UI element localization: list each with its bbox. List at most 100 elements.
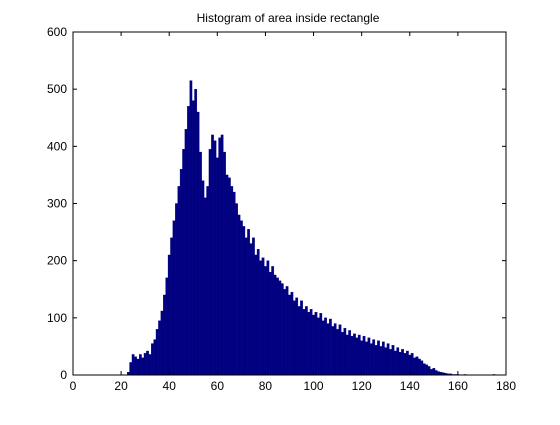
histogram-bar	[345, 334, 349, 376]
histogram-bar	[206, 186, 210, 376]
histogram-bar	[300, 300, 303, 376]
x-tick-label: 160	[448, 379, 468, 393]
histogram-bar	[304, 306, 308, 376]
histogram-bar	[170, 237, 173, 376]
histogram-bar	[235, 203, 238, 376]
histogram-bar	[266, 260, 270, 376]
histogram-bar	[163, 294, 166, 376]
histogram-bar	[199, 151, 202, 376]
x-tick-label: 60	[211, 379, 225, 393]
y-tick-label: 600	[47, 25, 67, 39]
histogram-bar	[326, 323, 330, 376]
histogram-bar	[261, 257, 265, 376]
histogram-bar	[249, 243, 253, 376]
histogram-bar	[237, 214, 241, 376]
y-tick-label: 400	[47, 139, 67, 153]
x-tick-label: 20	[114, 379, 128, 393]
histogram-bar	[194, 89, 198, 376]
histogram-bar	[208, 149, 212, 376]
histogram-bar	[434, 370, 438, 376]
histogram-bar	[225, 174, 229, 376]
histogram-bar	[403, 353, 407, 376]
histogram-bar	[252, 237, 255, 376]
histogram-bar	[151, 343, 154, 376]
histogram-bar	[283, 289, 287, 376]
histogram-bar	[220, 134, 224, 376]
histogram-bar	[427, 366, 431, 376]
histogram-bar	[336, 329, 339, 376]
histogram-bar	[292, 300, 296, 376]
histogram-bar	[244, 237, 248, 376]
y-tick-label: 300	[47, 197, 67, 211]
histogram-bar	[143, 353, 147, 376]
histogram-bar	[362, 335, 366, 376]
histogram-bar	[437, 371, 441, 376]
histogram-bar	[146, 350, 149, 376]
histogram-bar	[278, 280, 282, 376]
histogram-bar	[415, 356, 419, 376]
histogram-bar	[389, 349, 392, 376]
histogram-bar	[295, 297, 299, 376]
histogram-bar	[232, 191, 236, 376]
y-tick-label: 200	[47, 254, 67, 268]
histogram-bar	[182, 149, 186, 376]
bars-group	[126, 80, 496, 376]
histogram-bar	[136, 358, 140, 376]
histogram-bar	[329, 318, 332, 376]
histogram-bar	[365, 341, 368, 376]
histogram-bar	[338, 324, 342, 376]
histogram-bar	[134, 356, 137, 376]
histogram-bar	[312, 314, 315, 376]
histogram-bar	[155, 329, 159, 376]
histogram-bar	[165, 277, 169, 376]
histogram-bar	[393, 350, 397, 376]
histogram-bar	[138, 354, 142, 376]
histogram-bar	[353, 333, 356, 376]
histogram-bar	[288, 294, 291, 376]
x-tick-label: 120	[352, 379, 372, 393]
histogram-bar	[401, 349, 404, 376]
x-tick-label: 80	[259, 379, 273, 393]
histogram-bar	[331, 326, 335, 376]
x-tick-label: 40	[163, 379, 177, 393]
histogram-bar	[420, 360, 424, 376]
histogram-bar	[350, 335, 354, 376]
histogram-bar	[247, 229, 250, 376]
histogram-bar	[175, 203, 178, 376]
histogram-bar	[333, 323, 337, 376]
histogram-bar	[391, 345, 395, 376]
x-axis: 0 20 40 60 80 100 120 140 160 180	[70, 32, 516, 393]
histogram-bar	[259, 260, 262, 376]
histogram-bar	[268, 271, 272, 376]
histogram-bar	[285, 286, 289, 376]
histogram-bar	[172, 220, 176, 376]
histogram-bar	[341, 331, 344, 376]
histogram-bar	[319, 313, 323, 376]
histogram-bar	[228, 177, 231, 376]
histogram-bar	[410, 353, 414, 376]
histogram-bar	[343, 327, 347, 376]
histogram-bar	[223, 151, 226, 376]
histogram-bar	[372, 339, 376, 376]
x-tick-label: 180	[496, 379, 516, 393]
x-tick-label: 0	[70, 379, 77, 393]
histogram-bar	[256, 249, 260, 376]
y-tick-label: 100	[47, 311, 67, 325]
histogram-bar	[158, 320, 161, 376]
histogram-bar	[307, 311, 311, 376]
histogram-bar	[196, 111, 200, 376]
histogram-bar	[240, 220, 243, 376]
histogram-bar	[384, 347, 388, 376]
histogram-bar	[425, 364, 428, 376]
histogram-bar	[317, 317, 320, 376]
x-tick-label: 140	[400, 379, 420, 393]
histogram-bar	[213, 140, 217, 376]
histogram-bar	[413, 357, 416, 376]
histogram-bar	[422, 363, 426, 376]
histogram-bar	[230, 186, 234, 376]
histogram-bar	[377, 340, 380, 376]
histogram-bar	[297, 306, 301, 376]
histogram-bar	[398, 351, 402, 376]
histogram-bar	[167, 254, 171, 376]
histogram-bar	[273, 274, 277, 376]
